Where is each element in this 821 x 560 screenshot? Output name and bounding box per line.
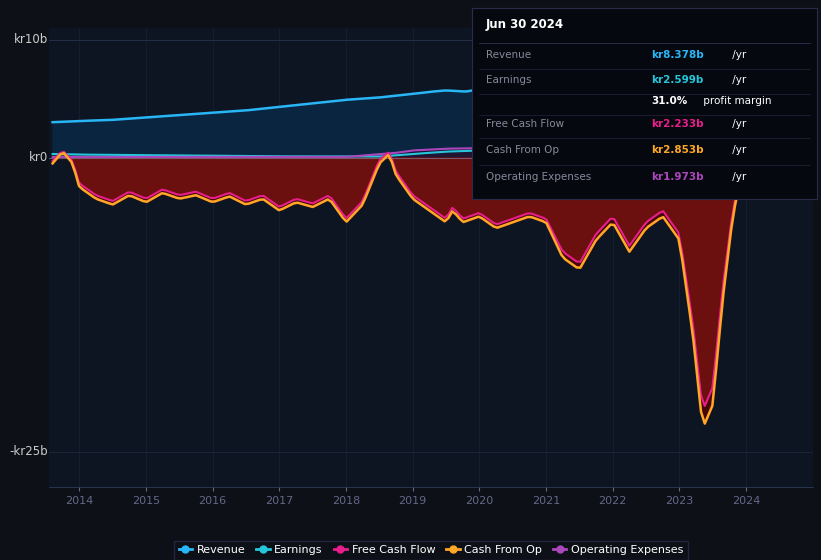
Text: kr8.378b: kr8.378b xyxy=(651,50,704,60)
Text: /yr: /yr xyxy=(728,172,745,182)
Text: Jun 30 2024: Jun 30 2024 xyxy=(486,18,564,31)
Text: /yr: /yr xyxy=(728,146,745,156)
Text: Revenue: Revenue xyxy=(486,50,531,60)
Text: Earnings: Earnings xyxy=(486,75,531,85)
Text: kr0: kr0 xyxy=(30,151,48,164)
Text: /yr: /yr xyxy=(728,50,745,60)
Text: kr1.973b: kr1.973b xyxy=(651,172,704,182)
Text: 31.0%: 31.0% xyxy=(651,96,688,106)
Text: kr2.853b: kr2.853b xyxy=(651,146,704,156)
Text: -kr25b: -kr25b xyxy=(10,445,48,459)
Text: kr10b: kr10b xyxy=(14,33,48,46)
Text: /yr: /yr xyxy=(728,119,745,129)
Text: Operating Expenses: Operating Expenses xyxy=(486,172,591,182)
Legend: Revenue, Earnings, Free Cash Flow, Cash From Op, Operating Expenses: Revenue, Earnings, Free Cash Flow, Cash … xyxy=(174,541,688,559)
Text: kr2.599b: kr2.599b xyxy=(651,75,704,85)
Text: /yr: /yr xyxy=(728,75,745,85)
Text: kr2.233b: kr2.233b xyxy=(651,119,704,129)
Text: profit margin: profit margin xyxy=(699,96,771,106)
Text: Cash From Op: Cash From Op xyxy=(486,146,559,156)
Text: Free Cash Flow: Free Cash Flow xyxy=(486,119,564,129)
